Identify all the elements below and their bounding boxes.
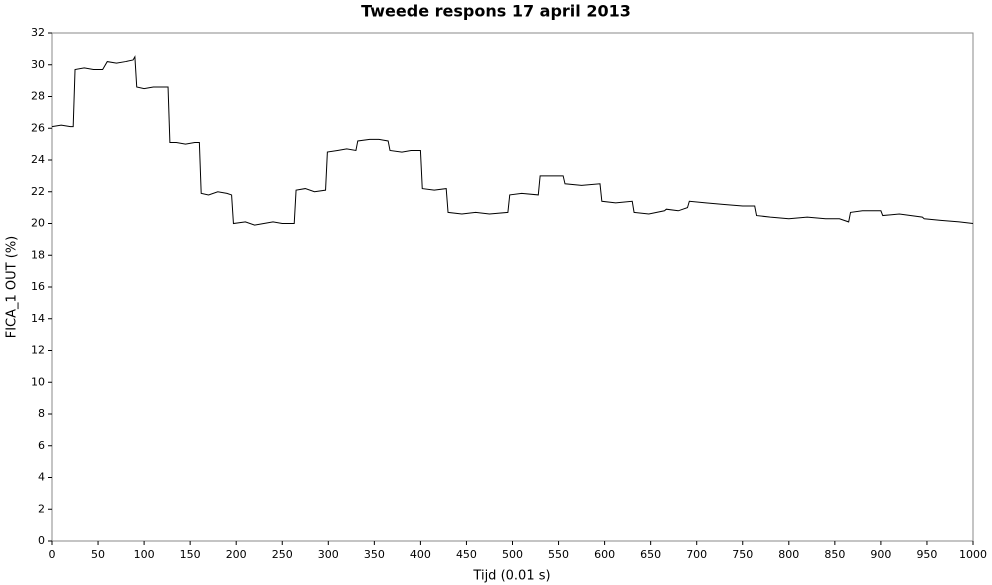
- data-line: [51, 55, 974, 226]
- x-tick-label: 650: [640, 548, 661, 561]
- x-tick-label: 350: [364, 548, 385, 561]
- y-tick-label: 26: [31, 121, 45, 134]
- x-tick-label: 500: [502, 548, 523, 561]
- y-tick-label: 12: [31, 344, 45, 357]
- y-tick-label: 14: [31, 312, 45, 325]
- y-tick-label: 22: [31, 185, 45, 198]
- x-tick-label: 550: [548, 548, 569, 561]
- x-tick-label: 400: [410, 548, 431, 561]
- plot-frame: [51, 32, 974, 542]
- x-tick-label: 1000: [959, 548, 987, 561]
- x-tick-label: 250: [272, 548, 293, 561]
- x-axis-label: Tijd (0.01 s): [472, 569, 550, 584]
- x-tick-label: 50: [91, 548, 105, 561]
- y-tick-label: 28: [31, 90, 45, 103]
- x-tick-label: 750: [732, 548, 753, 561]
- x-tick-label: 100: [134, 548, 155, 561]
- x-tick-label: 300: [318, 548, 339, 561]
- y-axis-label: FICA_1 OUT (%): [5, 236, 20, 339]
- y-tick-label: 18: [31, 248, 45, 261]
- chart-title: Tweede respons 17 april 2013: [361, 2, 631, 21]
- y-tick-label: 10: [31, 375, 45, 388]
- x-tick-label: 0: [49, 548, 56, 561]
- x-tick-label: 600: [594, 548, 615, 561]
- y-tick-label: 8: [38, 407, 45, 420]
- x-tick-label: 150: [180, 548, 201, 561]
- y-tick-label: 16: [31, 280, 45, 293]
- y-tick-label: 4: [38, 471, 45, 484]
- y-tick-label: 30: [31, 58, 45, 71]
- x-tick-label: 450: [456, 548, 477, 561]
- y-tick-label: 24: [31, 153, 45, 166]
- x-tick-label: 700: [686, 548, 707, 561]
- x-tick-label: 900: [870, 548, 891, 561]
- y-tick-label: 20: [31, 217, 45, 230]
- y-tick-label: 32: [31, 26, 45, 39]
- x-tick-label: 850: [824, 548, 845, 561]
- x-tick-label: 950: [916, 548, 937, 561]
- y-tick-label: 6: [38, 439, 45, 452]
- x-tick-label: 200: [226, 548, 247, 561]
- x-tick-label: 800: [778, 548, 799, 561]
- y-tick-label: 0: [38, 534, 45, 547]
- y-tick-label: 2: [38, 502, 45, 515]
